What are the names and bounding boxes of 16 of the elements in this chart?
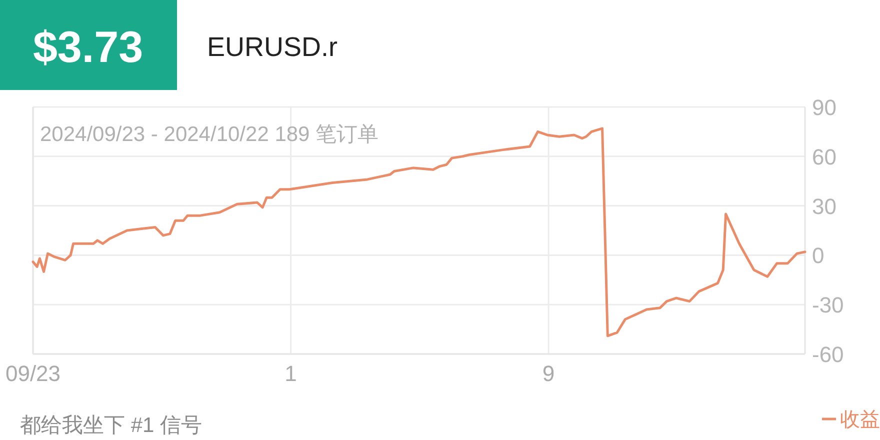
y-tick-label: 60 — [812, 144, 836, 170]
chart-title: $3.73 — [32, 23, 144, 72]
x-tick-label: 9 — [542, 361, 555, 386]
text: 都给我坐下 #1 信号 — [20, 414, 202, 437]
legend-label: 收益 — [840, 409, 880, 431]
chart-subtitle: EURUSD.r — [207, 32, 338, 62]
y-tick-label: 90 — [812, 95, 836, 120]
header: $3.73 EURUSD.r — [0, 0, 338, 90]
y-tick-label: 0 — [812, 243, 824, 268]
y-tick-label: -30 — [812, 292, 844, 318]
x-tick-label: 1 — [284, 361, 297, 386]
x-tick-label: 09/23 — [5, 361, 61, 386]
y-tick-label: 30 — [812, 194, 836, 219]
annotation: 2024/09/23 - 2024/10/22 189 笔订单 — [40, 123, 379, 146]
legend: 收益 — [822, 409, 880, 431]
y-tick-label: -60 — [812, 342, 844, 367]
